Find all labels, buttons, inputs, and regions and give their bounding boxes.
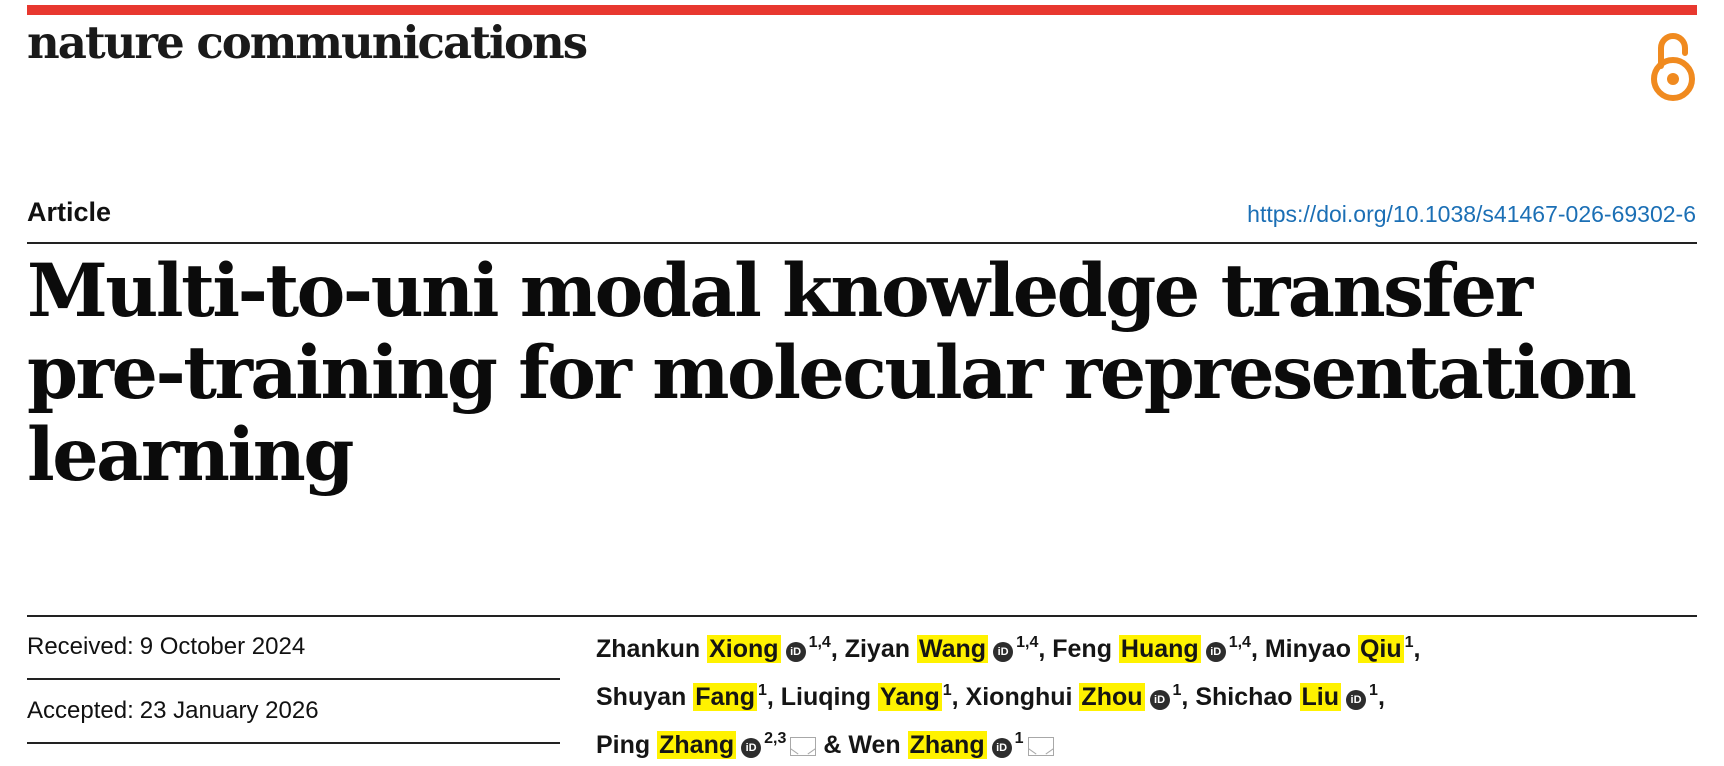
author-list: Zhankun Xiong iD1,4, Ziyan Wang iD1,4, Fen… xyxy=(596,622,1696,766)
author-given-name[interactable]: Xionghui xyxy=(965,683,1073,711)
affiliation-number: 1 xyxy=(1014,730,1024,747)
journal-name[interactable]: nature communications xyxy=(27,16,588,69)
author[interactable]: Xionghui Zhou iD1, xyxy=(965,682,1189,711)
affiliation-number: 1 xyxy=(757,682,767,699)
orcid-icon[interactable]: iD xyxy=(993,642,1014,662)
author-family-name[interactable]: Fang xyxy=(693,683,757,711)
author-family-name[interactable]: Zhang xyxy=(907,731,987,759)
article-type: Article xyxy=(27,197,112,227)
author-family-name[interactable]: Qiu xyxy=(1357,635,1404,663)
author-family-name[interactable]: Wang xyxy=(916,635,989,663)
author[interactable]: Ping Zhang iD2,3 xyxy=(596,730,817,759)
author-family-name[interactable]: Xiong xyxy=(707,635,781,663)
header-divider xyxy=(27,242,1697,244)
accepted-label: Accepted: xyxy=(27,697,134,724)
orcid-icon[interactable]: iD xyxy=(1205,642,1226,662)
orcid-icon[interactable]: iD xyxy=(1346,690,1367,710)
author-family-name[interactable]: Huang xyxy=(1118,635,1201,663)
journal-accent-bar xyxy=(27,5,1697,15)
author-given-name[interactable]: Liuqing xyxy=(780,683,872,711)
author[interactable]: Zhankun Xiong iD1,4, xyxy=(596,634,838,663)
author[interactable]: & Wen Zhang iD1 xyxy=(823,730,1054,759)
author-family-name[interactable]: Yang xyxy=(877,683,942,711)
author-given-name[interactable]: Zhankun xyxy=(596,635,701,663)
email-icon[interactable] xyxy=(790,737,817,756)
affiliation-number: 2,3 xyxy=(764,730,787,747)
received-label: Received: xyxy=(27,633,134,660)
orcid-icon[interactable]: iD xyxy=(741,738,762,758)
affiliation-number: 1,4 xyxy=(1228,634,1251,651)
affiliation-number: 1,4 xyxy=(1016,634,1039,651)
affiliation-number: 1,4 xyxy=(808,634,831,651)
author[interactable]: Shuyan Fang 1, xyxy=(596,682,774,711)
meta-divider xyxy=(27,615,1697,617)
affiliation-number: 1 xyxy=(1404,634,1414,651)
author-given-name[interactable]: Ziyan xyxy=(844,635,911,663)
author[interactable]: Feng Huang iD1,4, xyxy=(1052,634,1258,663)
author-family-name[interactable]: Zhang xyxy=(657,731,737,759)
author-given-name[interactable]: Minyao xyxy=(1264,635,1351,663)
author-family-name[interactable]: Liu xyxy=(1299,683,1342,711)
author[interactable]: Shichao Liu iD1, xyxy=(1195,682,1385,711)
orcid-icon[interactable]: iD xyxy=(785,642,806,662)
orcid-icon[interactable]: iD xyxy=(991,738,1012,758)
author[interactable]: Ziyan Wang iD1,4, xyxy=(844,634,1046,663)
accepted-value: 23 January 2026 xyxy=(139,697,319,724)
received-date: Received: 9 October 2024 xyxy=(27,616,560,680)
received-value: 9 October 2024 xyxy=(139,633,306,660)
publication-dates: Received: 9 October 2024 Accepted: 23 Janu… xyxy=(27,616,560,744)
author[interactable]: Minyao Qiu 1, xyxy=(1264,634,1421,663)
author-given-name[interactable]: Shuyan xyxy=(596,683,687,711)
author-given-name[interactable]: Feng xyxy=(1052,635,1112,663)
affiliation-number: 1 xyxy=(1369,682,1378,699)
author[interactable]: Liuqing Yang 1, xyxy=(780,682,959,711)
author-given-name[interactable]: Wen xyxy=(848,731,901,759)
author-family-name[interactable]: Zhou xyxy=(1079,683,1145,711)
open-access-lock-icon xyxy=(1651,33,1695,101)
email-icon[interactable] xyxy=(1027,737,1054,756)
article-title: Multi-to-uni modal knowledge transfer pr… xyxy=(27,248,1637,498)
author-given-name[interactable]: Shichao xyxy=(1195,683,1293,711)
orcid-icon[interactable]: iD xyxy=(1149,690,1170,710)
accepted-date: Accepted: 23 January 2026 xyxy=(27,680,560,744)
author-given-name[interactable]: Ping xyxy=(596,731,651,759)
affiliation-number: 1 xyxy=(1172,682,1182,699)
doi-link[interactable]: https://doi.org/10.1038/s41467-026-69302… xyxy=(1247,201,1696,227)
affiliation-number: 1 xyxy=(942,682,952,699)
